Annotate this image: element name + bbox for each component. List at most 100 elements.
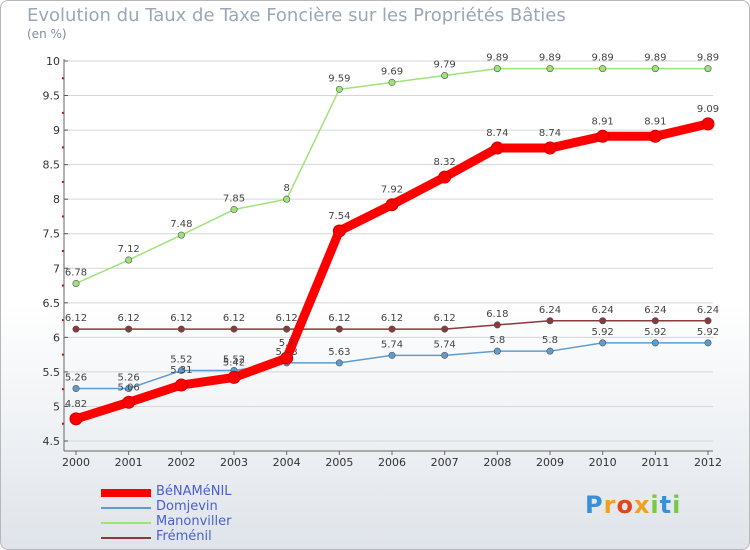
data-point-manonviller: [72, 279, 80, 287]
x-tick-label: 2000: [62, 456, 90, 469]
logo-letter: x: [633, 491, 651, 519]
data-label-domjevin: 5.92: [592, 327, 614, 338]
data-point-fremenil: [72, 325, 80, 333]
x-tick-label: 2011: [641, 456, 669, 469]
legend-label-manonviller: Manonviller: [156, 514, 232, 529]
data-label-manonviller: 9.69: [381, 66, 403, 77]
data-point-fremenil: [230, 325, 238, 333]
data-label-fremenil: 6.12: [328, 313, 350, 324]
logo-letter: t: [659, 491, 673, 519]
data-point-benamenil: [701, 117, 715, 131]
legend-swatch-manonviller: [101, 522, 151, 524]
data-point-benamenil: [332, 224, 346, 238]
data-point-domjevin: [704, 339, 712, 347]
data-label-manonviller: 9.89: [539, 53, 561, 64]
logo-letter: P: [585, 491, 604, 519]
data-label-manonviller: 9.59: [328, 73, 350, 84]
data-label-fremenil: 6.12: [276, 313, 298, 324]
data-label-fremenil: 6.12: [170, 313, 192, 324]
data-label-manonviller: 7.48: [170, 219, 192, 230]
data-point-domjevin: [177, 367, 185, 375]
data-label-fremenil: 6.12: [223, 313, 245, 324]
logo-letter: r: [603, 491, 617, 519]
data-label-manonviller: 7.85: [223, 194, 245, 205]
data-point-manonviller: [388, 78, 396, 86]
data-point-manonviller: [283, 195, 291, 203]
data-point-fremenil: [493, 321, 501, 329]
x-tick-label: 2007: [431, 456, 459, 469]
data-point-fremenil: [651, 317, 659, 325]
x-tick-label: 2001: [115, 456, 143, 469]
data-label-domjevin: 5.92: [697, 327, 719, 338]
data-point-benamenil: [385, 198, 399, 212]
data-label-domjevin: 5.74: [434, 339, 456, 350]
legend-swatch-benamenil: [101, 489, 151, 497]
data-label-benamenil: 7.92: [381, 185, 403, 196]
data-label-fremenil: 6.24: [644, 305, 666, 316]
data-label-benamenil: 5.7: [279, 338, 295, 349]
data-point-fremenil: [388, 325, 396, 333]
data-label-manonviller: 6.78: [65, 267, 87, 278]
legend-label-domjevin: Domjevin: [156, 499, 218, 514]
data-point-domjevin: [125, 384, 133, 392]
data-label-domjevin: 5.52: [223, 355, 245, 366]
data-label-fremenil: 6.24: [592, 305, 614, 316]
data-point-manonviller: [177, 231, 185, 239]
data-point-domjevin: [493, 347, 501, 355]
data-point-benamenil: [490, 141, 504, 155]
data-point-fremenil: [599, 317, 607, 325]
data-label-manonviller: 9.89: [486, 53, 508, 64]
legend-swatch-domjevin: [101, 507, 151, 509]
data-label-benamenil: 5.31: [170, 365, 192, 376]
data-point-fremenil: [441, 325, 449, 333]
data-point-benamenil: [174, 378, 188, 392]
data-label-fremenil: 6.12: [65, 313, 87, 324]
data-point-fremenil: [335, 325, 343, 333]
data-point-benamenil: [438, 170, 452, 184]
data-point-manonviller: [230, 206, 238, 214]
data-point-domjevin: [335, 359, 343, 367]
y-tick-label: 10: [46, 55, 60, 68]
x-tick-label: 2009: [536, 456, 564, 469]
data-label-benamenil: 8.91: [644, 116, 666, 127]
data-point-manonviller: [704, 65, 712, 73]
data-point-manonviller: [441, 72, 449, 80]
data-label-benamenil: 4.82: [65, 399, 87, 410]
data-label-domjevin: 5.8: [489, 335, 505, 346]
data-point-manonviller: [599, 65, 607, 73]
x-tick-label: 2003: [220, 456, 248, 469]
data-point-benamenil: [280, 351, 294, 365]
data-label-manonviller: 9.89: [697, 53, 719, 64]
chart-subtitle: (en %): [27, 27, 67, 41]
line-chart: 4.5 5 5.5 6 6.5 7 7.5 8 8.5 9 9.5 10 2000 2001 2002 200…: [43, 53, 723, 469]
logo-letter: o: [616, 491, 634, 519]
y-tick-label: 7: [53, 262, 60, 275]
data-point-manonviller: [651, 65, 659, 73]
y-tick-label: 8: [53, 193, 60, 206]
data-point-domjevin: [441, 351, 449, 359]
data-label-manonviller: 9.79: [434, 60, 456, 71]
y-tick-label: 6: [53, 331, 60, 344]
data-point-domjevin: [546, 347, 554, 355]
legend-label-fremenil: Fréménil: [156, 529, 212, 544]
data-label-fremenil: 6.18: [486, 309, 508, 320]
data-point-benamenil: [596, 129, 610, 143]
data-label-benamenil: 9.09: [697, 104, 719, 115]
data-point-manonviller: [546, 65, 554, 73]
chart-title: Evolution du Taux de Taxe Foncière sur l…: [27, 5, 566, 26]
x-tick-label: 2002: [167, 456, 195, 469]
data-label-benamenil: 8.74: [486, 128, 508, 139]
data-label-fremenil: 6.12: [381, 313, 403, 324]
data-label-manonviller: 8: [283, 183, 289, 194]
data-point-benamenil: [648, 129, 662, 143]
data-label-manonviller: 9.89: [644, 53, 666, 64]
data-point-fremenil: [704, 317, 712, 325]
data-label-benamenil: 8.32: [434, 157, 456, 168]
proxiti-logo: Proxiti: [585, 491, 681, 519]
data-point-fremenil: [283, 325, 291, 333]
data-point-benamenil: [543, 141, 557, 155]
data-label-domjevin: 5.63: [328, 347, 350, 358]
data-point-manonviller: [335, 85, 343, 93]
data-label-fremenil: 6.24: [539, 305, 561, 316]
